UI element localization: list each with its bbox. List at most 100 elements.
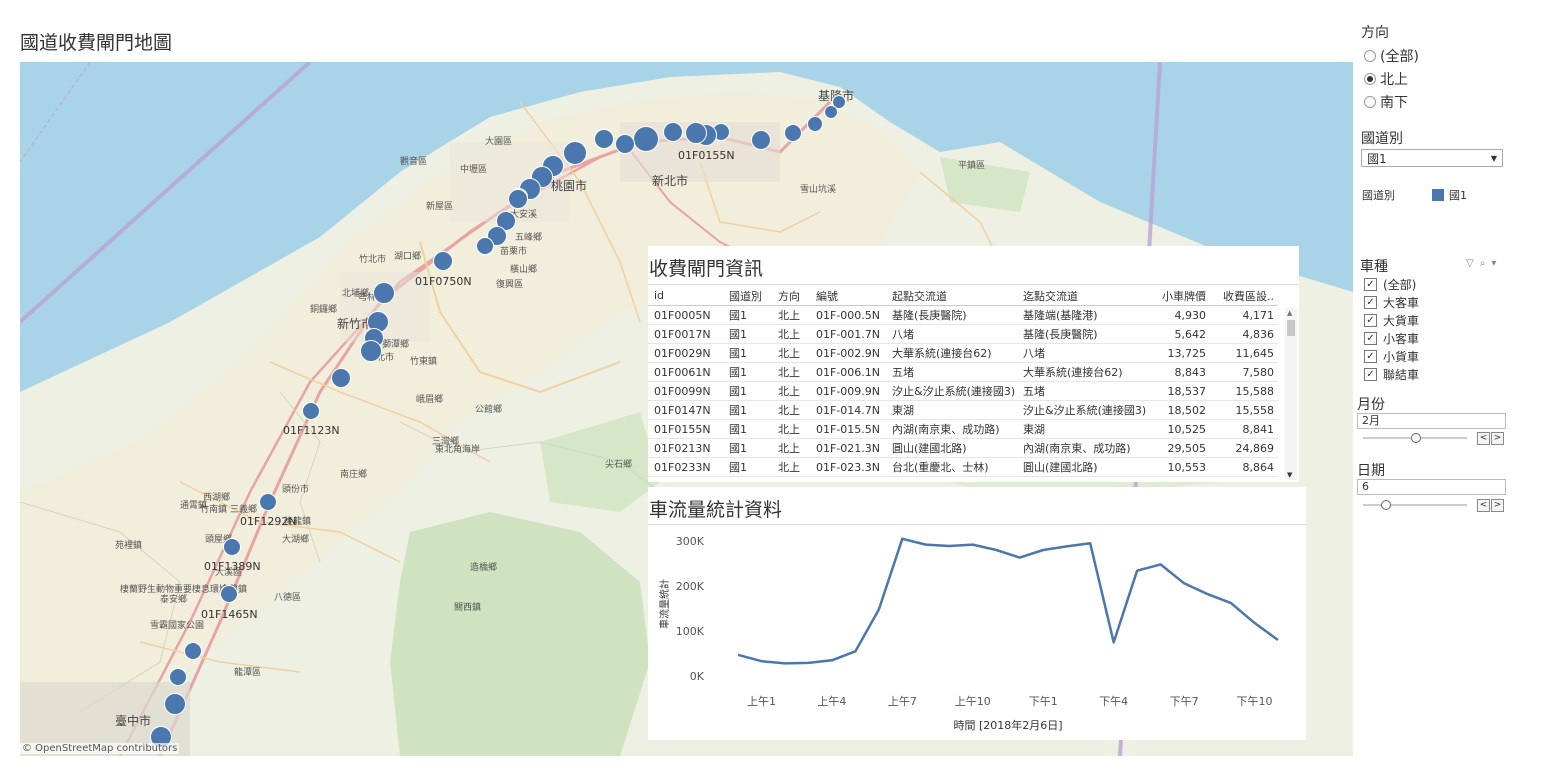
- data-point[interactable]: [734, 651, 742, 659]
- col-header-id[interactable]: id: [648, 286, 723, 306]
- gate-marker[interactable]: [663, 122, 683, 142]
- map-attribution[interactable]: © OpenStreetMap contributors: [20, 743, 180, 754]
- table-row[interactable]: 01F0233N 國1 北上 01F-023.3N 台北(重慶北、士林) 圓山(建國北路)…: [648, 457, 1278, 477]
- gate-marker[interactable]: [563, 141, 587, 165]
- data-point[interactable]: [1086, 539, 1094, 547]
- data-point[interactable]: [1274, 636, 1282, 644]
- checkbox-checked-icon[interactable]: ✓: [1364, 313, 1377, 327]
- month-prev-button[interactable]: <: [1477, 432, 1490, 445]
- data-point[interactable]: [1016, 554, 1024, 562]
- gate-marker[interactable]: [331, 368, 351, 388]
- checkbox-checked-icon[interactable]: ✓: [1364, 277, 1377, 291]
- gate-marker[interactable]: [751, 130, 771, 150]
- legend-item-label[interactable]: 國1: [1449, 189, 1467, 202]
- data-point[interactable]: [828, 656, 836, 664]
- gate-marker[interactable]: [824, 105, 838, 119]
- data-point[interactable]: [875, 605, 883, 613]
- data-point[interactable]: [945, 542, 953, 550]
- scroll-thumb[interactable]: [1287, 320, 1295, 336]
- data-point[interactable]: [992, 546, 1000, 554]
- checkbox-checked-icon[interactable]: ✓: [1364, 367, 1377, 381]
- vehicle-option[interactable]: ✓ (全部): [1364, 275, 1419, 293]
- col-header-end[interactable]: 迄點交流道: [1017, 286, 1148, 306]
- month-field[interactable]: 2月: [1357, 413, 1506, 429]
- data-point[interactable]: [1227, 599, 1235, 607]
- day-prev-button[interactable]: <: [1477, 499, 1490, 512]
- data-point[interactable]: [781, 659, 789, 667]
- table-row[interactable]: 01F0017N 國1 北上 01F-001.7N 八堵 基隆(長庚醫院) 5,642 4,8…: [648, 324, 1278, 344]
- gate-marker[interactable]: [615, 134, 635, 154]
- gate-marker[interactable]: [373, 282, 395, 304]
- data-point[interactable]: [1157, 560, 1165, 568]
- highway-select[interactable]: 國1 ▼: [1361, 149, 1503, 167]
- day-slider-thumb[interactable]: [1381, 500, 1391, 510]
- vehicle-option[interactable]: ✓ 小貨車: [1364, 347, 1419, 365]
- filter-icon[interactable]: ▽: [1466, 258, 1474, 269]
- gate-marker[interactable]: [807, 116, 823, 132]
- radio-icon[interactable]: [1364, 49, 1376, 62]
- gate-marker[interactable]: [633, 126, 659, 152]
- data-point[interactable]: [1180, 579, 1188, 587]
- table-row[interactable]: 01F0155N 國1 北上 01F-015.5N 內湖(南京東、成功路) 東湖 10,52…: [648, 419, 1278, 439]
- col-header-gate-setting[interactable]: 收費區設..: [1210, 286, 1278, 306]
- data-point[interactable]: [1039, 546, 1047, 554]
- vehicle-option[interactable]: ✓ 大客車: [1364, 293, 1419, 311]
- month-slider-thumb[interactable]: [1411, 433, 1421, 443]
- day-next-button[interactable]: >: [1491, 499, 1504, 512]
- gate-marker[interactable]: [784, 124, 802, 142]
- gate-marker[interactable]: [184, 642, 202, 660]
- col-header-code[interactable]: 編號: [810, 286, 886, 306]
- scroll-down-icon[interactable]: ▼: [1287, 471, 1293, 479]
- checkbox-checked-icon[interactable]: ✓: [1364, 331, 1377, 345]
- table-row[interactable]: 01F0213N 國1 北上 01F-021.3N 圓山(建國北路) 內湖(南京東、成功路…: [648, 438, 1278, 458]
- gate-marker[interactable]: [360, 340, 382, 362]
- radio-icon[interactable]: [1364, 95, 1376, 108]
- data-point[interactable]: [1204, 590, 1212, 598]
- day-field[interactable]: 6: [1357, 479, 1506, 495]
- table-scrollbar[interactable]: ▲ ▼: [1285, 308, 1297, 480]
- gate-marker[interactable]: [433, 251, 453, 271]
- data-point[interactable]: [1251, 619, 1259, 627]
- month-next-button[interactable]: >: [1491, 432, 1504, 445]
- radio-selected-icon[interactable]: [1364, 72, 1376, 85]
- vehicle-option[interactable]: ✓ 大貨車: [1364, 311, 1419, 329]
- gate-marker[interactable]: [169, 668, 187, 686]
- vehicle-option[interactable]: ✓ 小客車: [1364, 329, 1419, 347]
- data-point[interactable]: [922, 541, 930, 549]
- vehicle-option[interactable]: ✓ 聯結車: [1364, 365, 1419, 383]
- data-point[interactable]: [898, 535, 906, 543]
- col-header-car-price[interactable]: 小車牌價: [1148, 286, 1210, 306]
- series-line[interactable]: [737, 537, 1279, 665]
- gate-marker[interactable]: [220, 585, 238, 603]
- direction-option-south[interactable]: 南下: [1364, 90, 1419, 113]
- data-point[interactable]: [1133, 567, 1141, 575]
- col-header-start[interactable]: 起點交流道: [886, 286, 1017, 306]
- data-point[interactable]: [969, 541, 977, 549]
- gate-marker[interactable]: [164, 693, 186, 715]
- gate-marker[interactable]: [476, 237, 494, 255]
- gate-marker[interactable]: [685, 122, 707, 144]
- checkbox-checked-icon[interactable]: ✓: [1364, 349, 1377, 363]
- checkbox-checked-icon[interactable]: ✓: [1364, 295, 1377, 309]
- table-row[interactable]: 01F0005N 國1 北上 01F-000.5N 基隆(長庚醫院) 基隆端(基隆港) 4,…: [648, 305, 1278, 325]
- gate-marker[interactable]: [508, 189, 528, 209]
- data-point[interactable]: [1110, 638, 1118, 646]
- table-row[interactable]: 01F0061N 國1 北上 01F-006.1N 五堵 大華系統(連接台62) 8,843…: [648, 362, 1278, 382]
- gate-marker[interactable]: [223, 538, 241, 556]
- gate-marker[interactable]: [302, 402, 320, 420]
- scroll-up-icon[interactable]: ▲: [1287, 309, 1293, 317]
- data-point[interactable]: [1063, 542, 1071, 550]
- search-icon[interactable]: ⌕: [1479, 258, 1486, 269]
- table-row[interactable]: 01F0099N 國1 北上 01F-009.9N 汐止&汐止系統(連接國3) 五堵 18,…: [648, 381, 1278, 401]
- chevron-down-icon[interactable]: ▾: [1491, 258, 1497, 269]
- gate-marker[interactable]: [259, 493, 277, 511]
- legend-swatch[interactable]: [1432, 189, 1444, 201]
- data-point[interactable]: [804, 659, 812, 667]
- col-header-direction[interactable]: 方向: [772, 286, 810, 306]
- table-row[interactable]: 01F0147N 國1 北上 01F-014.7N 東湖 汐止&汐止系統(連接國3) 18,…: [648, 400, 1278, 420]
- col-header-highway[interactable]: 國道別: [723, 286, 772, 306]
- direction-option-north[interactable]: 北上: [1364, 67, 1419, 90]
- day-slider-track[interactable]: [1363, 504, 1467, 506]
- table-row[interactable]: 01F0029N 國1 北上 01F-002.9N 大華系統(連接台62) 八堵 13,72…: [648, 343, 1278, 363]
